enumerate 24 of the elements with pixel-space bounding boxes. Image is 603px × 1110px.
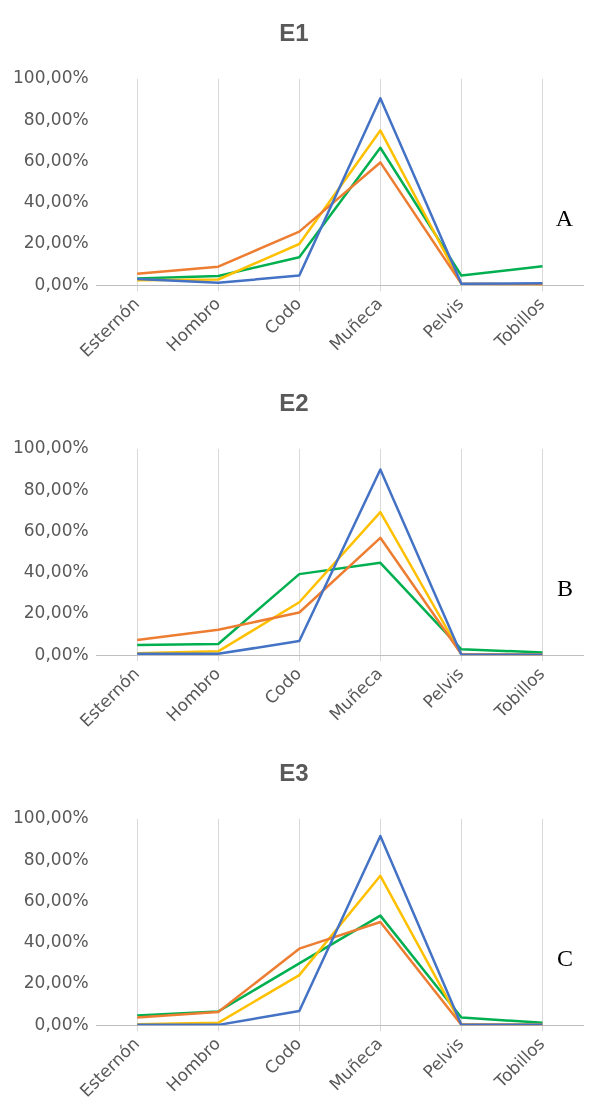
chart-title: E3 bbox=[279, 759, 309, 787]
y-tick-label: 20,00% bbox=[23, 232, 89, 253]
annotation: C bbox=[556, 944, 573, 971]
y-tick-label: 100,00% bbox=[13, 807, 89, 828]
y-tick-label: 100,00% bbox=[13, 437, 89, 458]
y-tick-label: 60,00% bbox=[23, 149, 89, 170]
y-tick-label: 40,00% bbox=[23, 191, 89, 212]
y-tick-label: 80,00% bbox=[23, 108, 89, 129]
y-tick-label: 0,00% bbox=[34, 643, 89, 664]
y-tick-label: 40,00% bbox=[23, 561, 89, 582]
chart-title: E1 bbox=[279, 19, 309, 47]
y-tick-label: 0,00% bbox=[34, 273, 89, 294]
y-tick-label: 100,00% bbox=[13, 67, 89, 88]
annotation: A bbox=[555, 204, 574, 231]
y-tick-label: 80,00% bbox=[23, 848, 89, 869]
annotation: B bbox=[556, 574, 573, 601]
chart-title: E2 bbox=[279, 389, 309, 417]
y-tick-label: 0,00% bbox=[34, 1013, 89, 1034]
y-tick-label: 80,00% bbox=[23, 478, 89, 499]
y-tick-label: 60,00% bbox=[23, 519, 89, 540]
y-tick-label: 20,00% bbox=[23, 972, 89, 993]
y-tick-label: 60,00% bbox=[23, 889, 89, 910]
y-tick-label: 40,00% bbox=[23, 931, 89, 952]
y-tick-label: 20,00% bbox=[23, 602, 89, 623]
